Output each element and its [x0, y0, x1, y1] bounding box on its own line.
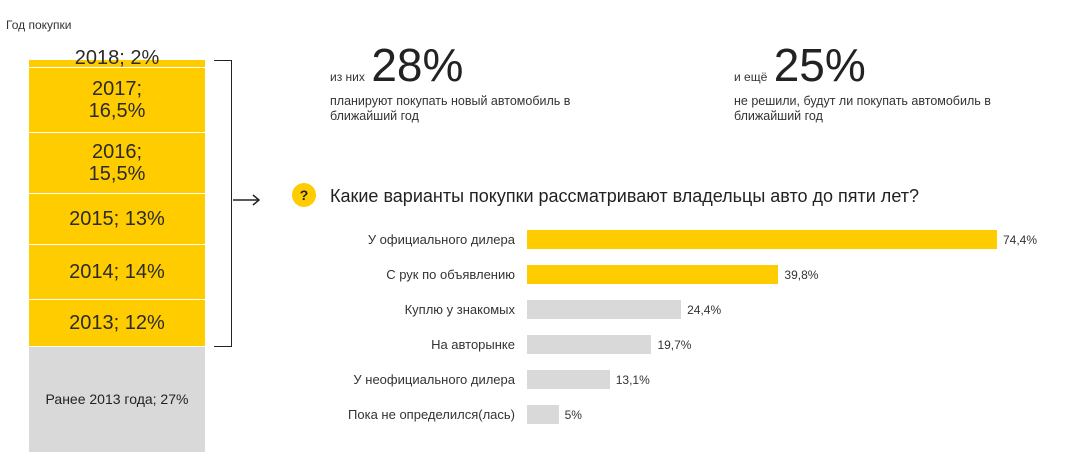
bar [527, 265, 779, 284]
stat-prefix: и ещё [734, 70, 768, 84]
year-segment-2014: 2014; 14% [29, 244, 205, 300]
bar-value-label: 13,1% [615, 373, 650, 387]
bar-value-label: 74,4% [1003, 233, 1038, 247]
bar [527, 230, 997, 249]
year-segment-label: 2018; 2% [74, 47, 160, 70]
bar-category-label: Куплю у знакомых [404, 302, 515, 317]
year-segment-label: 2017; 16,5% [88, 77, 146, 122]
bar-value-label: 19,7% [657, 338, 692, 352]
year-segment-2013: 2013; 12% [29, 299, 205, 347]
left-panel-title: Год покупки [6, 18, 72, 32]
year-segment-label: 2015; 13% [69, 207, 165, 230]
bar [527, 300, 682, 319]
bar [527, 335, 652, 354]
bar [527, 405, 559, 424]
bracket [214, 60, 232, 347]
bar-category-label: На авторынке [431, 337, 515, 352]
year-segment-label: 2014; 14% [69, 260, 165, 283]
year-segment-label: 2013; 12% [69, 311, 165, 334]
bar-category-label: Пока не определился(лась) [348, 407, 515, 422]
bar-value-label: 24,4% [687, 303, 722, 317]
chart-title: Какие варианты покупки рассматривают вла… [330, 186, 919, 206]
bar-category-label: У неофициального дилера [353, 372, 515, 387]
year-segment-2017: 2017; 16,5% [29, 67, 205, 133]
bar-category-label: У официального дилера [367, 232, 515, 247]
bar-value-label: 39,8% [784, 268, 819, 282]
year-segment-2016: 2016; 15,5% [29, 132, 205, 194]
stat-value: 25% [773, 39, 866, 91]
stat-description: планируют покупать новый автомобиль в бл… [330, 94, 571, 123]
question-icon: ? [292, 183, 316, 207]
stat-description: не решили, будут ли покупать автомобиль … [734, 94, 991, 123]
year-segment-2015: 2015; 13% [29, 193, 205, 245]
bar-category-label: С рук по объявлению [386, 267, 515, 282]
year-segment-label: Ранее 2013 года; 27% [45, 391, 189, 408]
year-segment-ранее-2013-года: Ранее 2013 года; 27% [29, 346, 205, 453]
stat-block-undecided: и ещё 25% не решили, будут ли покупать а… [734, 42, 1034, 124]
purchase-year-stack: 2018; 2% 2017; 16,5% 2016; 15,5% 2015; 13% 2… [29, 47, 205, 453]
arrow-right-icon [233, 194, 261, 206]
stat-prefix: из них [330, 70, 365, 84]
stat-value: 28% [371, 39, 464, 91]
year-segment-2018: 2018; 2% [29, 47, 205, 69]
stat-block-new-car: из них 28% планируют покупать новый авто… [330, 42, 630, 124]
bar [527, 370, 610, 389]
bar-value-label: 5% [564, 408, 582, 422]
year-segment-label: 2016; 15,5% [88, 140, 146, 185]
